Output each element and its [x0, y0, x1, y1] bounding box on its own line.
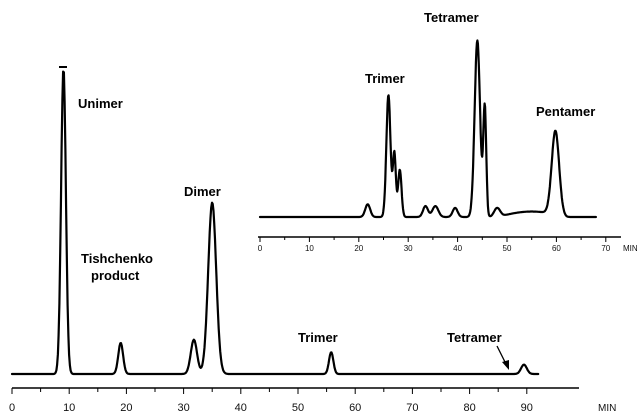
main-x-tick-label: 60: [349, 402, 361, 413]
label-trimer-main: Trimer: [298, 330, 338, 345]
inset-x-tick-label: 40: [453, 244, 462, 253]
main-chromatogram: 0 10 20 30 40 50 60 70 80 90 Unimer Tishchenko pr…: [9, 66, 616, 413]
main-x-tick-label: 30: [177, 402, 189, 413]
label-pentamer: Pentamer: [536, 104, 595, 119]
label-tishchenko-line1: Tishchenko: [81, 251, 153, 266]
inset-x-tick-label: 30: [404, 244, 413, 253]
label-dimer: Dimer: [184, 184, 221, 199]
inset-trace: [258, 39, 597, 219]
main-x-tick-label: 40: [235, 402, 247, 413]
main-x-tick-label: 10: [63, 402, 75, 413]
tetramer-arrowhead: [502, 360, 509, 370]
inset-x-tick-label: 10: [305, 244, 314, 253]
inset-x-tick-label: 20: [354, 244, 363, 253]
main-trace: [10, 70, 540, 376]
label-tishchenko-line2: product: [91, 268, 140, 283]
unimer-flat-top: [59, 66, 67, 68]
main-x-tick-label: 90: [521, 402, 533, 413]
main-x-tick-label: 70: [406, 402, 418, 413]
label-tetramer-inset: Tetramer: [424, 10, 479, 25]
inset-x-tick-label: 0: [258, 244, 263, 253]
main-x-tick-label: 0: [9, 402, 15, 413]
label-tetramer-main: Tetramer: [447, 330, 502, 345]
inset-x-tick-label: 60: [552, 244, 561, 253]
label-trimer-inset: Trimer: [365, 71, 405, 86]
main-x-tick-label: 80: [463, 402, 475, 413]
main-x-unit: MIN: [598, 403, 616, 413]
main-x-tick-label: 50: [292, 402, 304, 413]
inset-x-tick-label: 50: [503, 244, 512, 253]
inset-chromatogram: 0 10 20 30 40 50 60 70 Trimer Tetramer Pentamer…: [258, 10, 637, 253]
main-x-tick-label: 20: [120, 402, 132, 413]
label-unimer: Unimer: [78, 96, 123, 111]
inset-x-tick-label: 70: [601, 244, 610, 253]
inset-x-unit: MIN: [623, 244, 637, 253]
